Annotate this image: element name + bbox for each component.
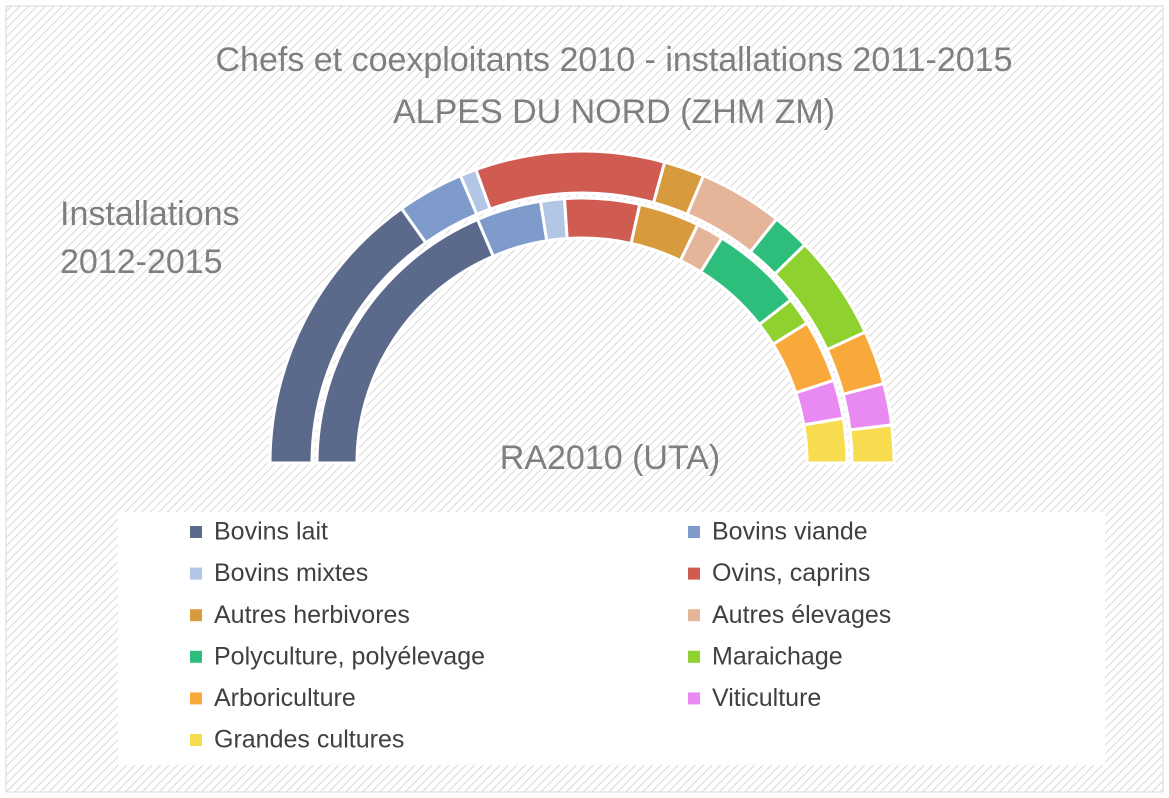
- legend-label: Bovins viande: [712, 518, 868, 546]
- legend-label: Autres herbivores: [214, 601, 410, 629]
- legend-swatch: [190, 734, 202, 746]
- legend-swatch: [688, 650, 700, 663]
- legend-swatch: [688, 526, 700, 538]
- legend-label: Grandes cultures: [214, 726, 404, 754]
- series-label: Installations 2012-2015: [60, 195, 240, 281]
- legend-swatch: [688, 609, 700, 622]
- legend-label: Autres élevages: [712, 601, 891, 629]
- donut-segment: [802, 416, 849, 465]
- donut-segment: [848, 423, 896, 465]
- donut-segment: [562, 196, 642, 246]
- legend-label: Bovins mixtes: [214, 559, 368, 587]
- legend-label: Maraichage: [712, 642, 843, 670]
- legend-swatch: [190, 692, 202, 705]
- legend-label: Polyculture, polyélevage: [214, 642, 485, 670]
- series-label: RA2010 (UTA): [500, 439, 720, 477]
- legend-swatch: [688, 692, 700, 705]
- legend-swatch: [190, 567, 202, 580]
- legend-swatch: [190, 650, 202, 663]
- legend-swatch: [190, 609, 202, 622]
- chart-title: Chefs et coexploitants 2010 - installati…: [216, 41, 1013, 79]
- legend-box: [118, 512, 1105, 765]
- legend-label: Arboriculture: [214, 684, 356, 712]
- legend-swatch: [190, 526, 202, 538]
- legend-label: Bovins lait: [214, 518, 328, 546]
- legend-swatch: [688, 567, 700, 580]
- chart-subtitle: ALPES DU NORD (ZHM ZM): [393, 93, 835, 131]
- legend-label: Viticulture: [712, 684, 821, 712]
- legend-label: Ovins, caprins: [712, 559, 870, 587]
- donut-segment: [538, 196, 569, 243]
